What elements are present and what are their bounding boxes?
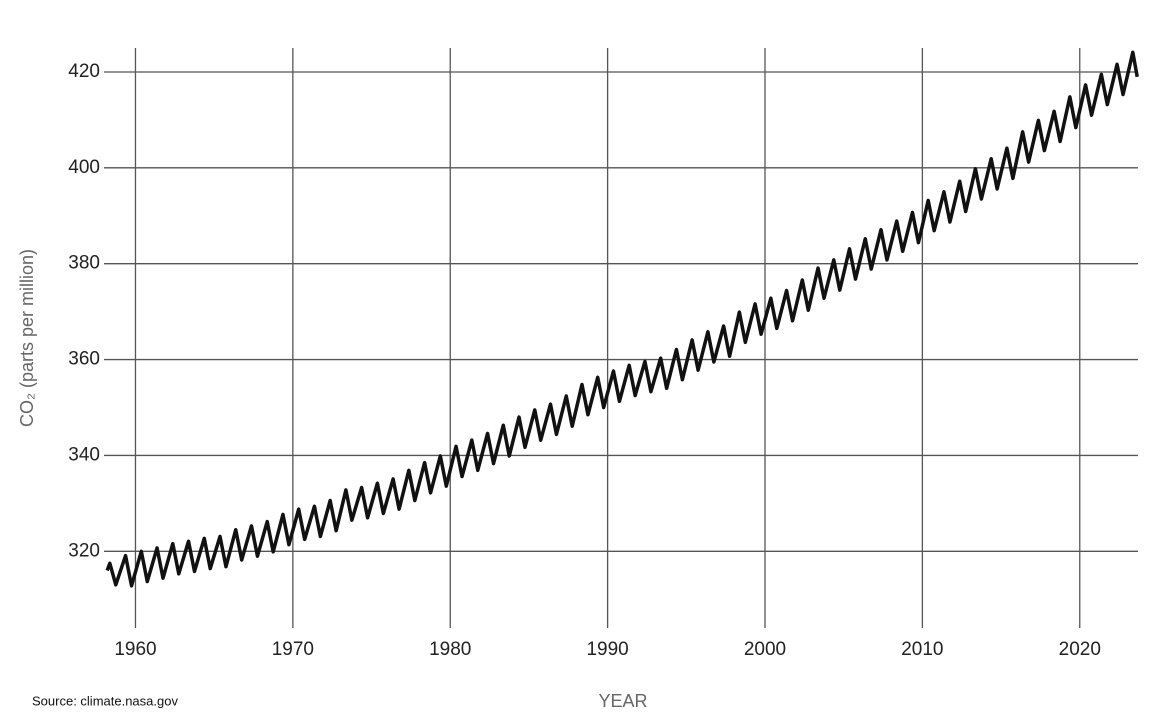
x-axis-label: YEAR bbox=[598, 691, 647, 711]
data-line bbox=[105, 50, 1139, 588]
y-tick-label: 360 bbox=[68, 349, 100, 370]
x-tick-label: 2000 bbox=[744, 639, 786, 660]
x-tick-label: 2010 bbox=[901, 639, 943, 660]
y-tick-label: 420 bbox=[68, 61, 100, 82]
x-tick-label: 2020 bbox=[1059, 639, 1101, 660]
source-note: Source: climate.nasa.gov bbox=[32, 693, 178, 708]
x-tick-label: 1990 bbox=[586, 639, 628, 660]
y-tick-label: 340 bbox=[68, 444, 100, 465]
x-tick-label: 1970 bbox=[272, 639, 314, 660]
x-tick-label: 1980 bbox=[429, 639, 471, 660]
y-tick-label: 320 bbox=[68, 540, 100, 561]
y-axis-label: CO₂ (parts per million) bbox=[17, 249, 37, 427]
x-tick-label: 1960 bbox=[114, 639, 156, 660]
y-tick-label: 400 bbox=[68, 157, 100, 178]
y-tick-label: 380 bbox=[68, 253, 100, 274]
